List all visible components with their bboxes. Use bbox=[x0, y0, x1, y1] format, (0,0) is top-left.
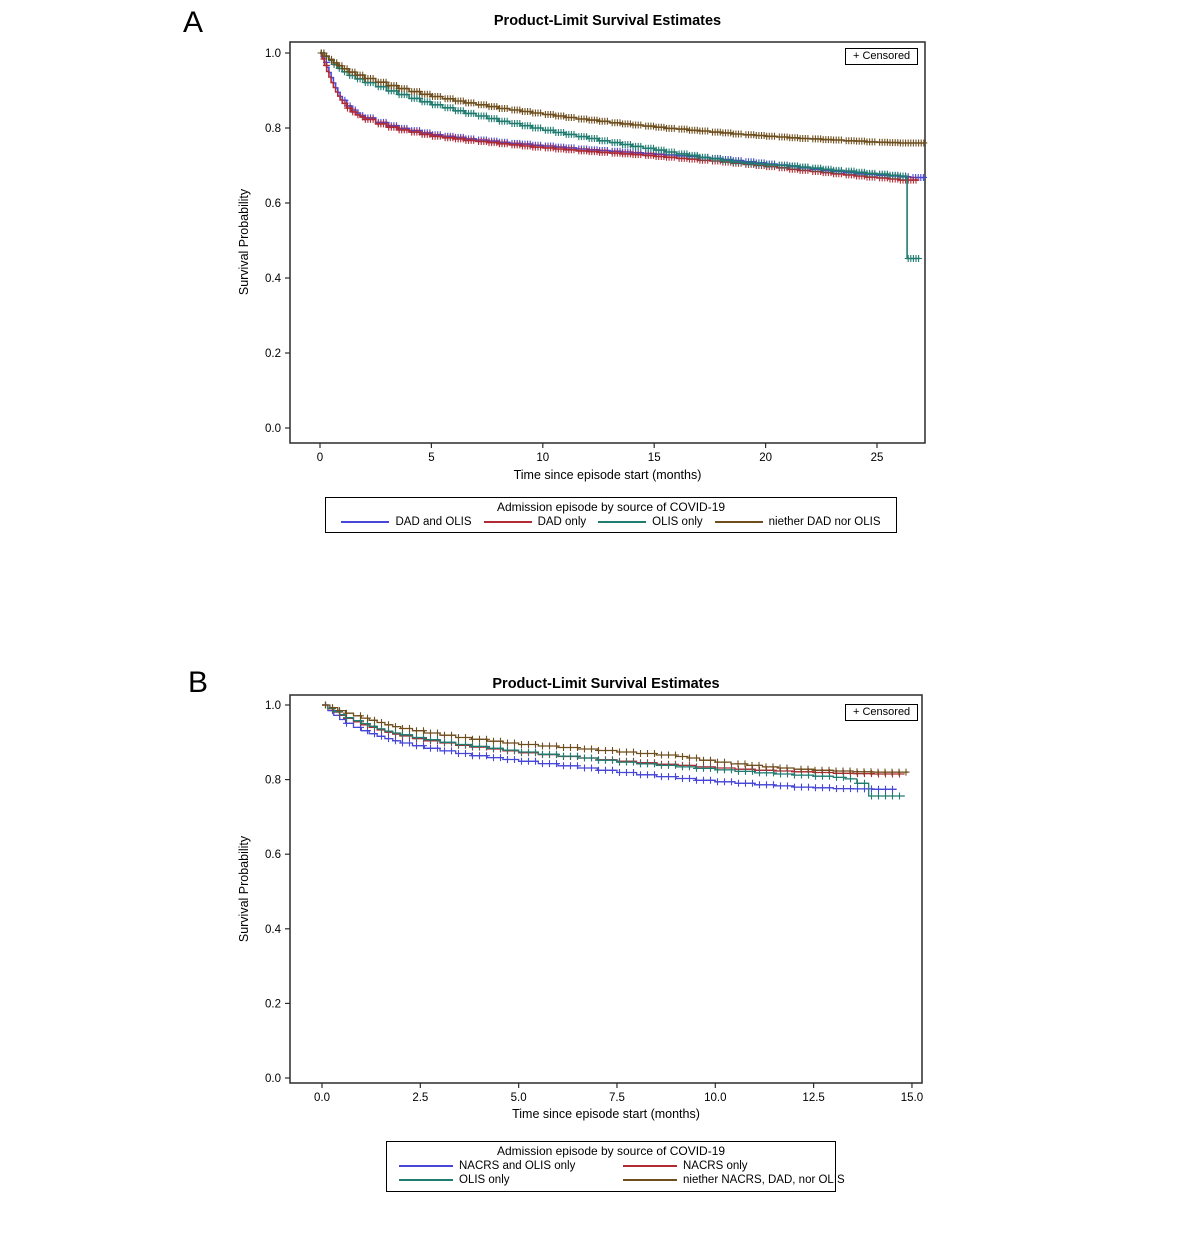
panel-b-ylabel: Survival Probability bbox=[237, 835, 251, 943]
legend-label: NACRS and OLIS only bbox=[459, 1160, 576, 1172]
legend-label: OLIS only bbox=[459, 1174, 510, 1186]
legend-entry: OLIS only bbox=[598, 516, 703, 528]
panel-b-legend-title: Admission episode by source of COVID-19 bbox=[496, 1144, 726, 1158]
panel-a-xlabel: Time since episode start (months) bbox=[513, 468, 702, 482]
legend-label: niether DAD nor OLIS bbox=[768, 516, 881, 528]
y-tick-label: 0.0 bbox=[265, 423, 281, 435]
legend-entry: niether NACRS, DAD, nor OLIS bbox=[623, 1174, 845, 1186]
x-tick-label: 5.0 bbox=[511, 1092, 527, 1104]
legend-entry: OLIS only bbox=[399, 1174, 623, 1186]
x-tick-label: 25 bbox=[871, 452, 884, 464]
censor-marks-DAD only bbox=[317, 49, 920, 184]
legend-label: DAD and OLIS bbox=[395, 516, 472, 528]
panel-a-legend-title: Admission episode by source of COVID-19 bbox=[496, 500, 726, 514]
panel-a-ylabel: Survival Probability bbox=[237, 188, 251, 296]
legend-line-nacrs-only bbox=[623, 1165, 677, 1167]
x-tick-label: 10 bbox=[536, 452, 549, 464]
legend-entry: DAD only bbox=[483, 516, 587, 528]
axis-box bbox=[289, 41, 926, 444]
x-tick-label: 15 bbox=[648, 452, 661, 464]
series-line-NACRS and OLIS only bbox=[322, 704, 897, 790]
panel-a-title: Product-Limit Survival Estimates bbox=[493, 13, 722, 29]
y-tick-label: 0.8 bbox=[265, 775, 281, 787]
legend-line-olis-only-b bbox=[399, 1179, 453, 1181]
legend-entry: NACRS and OLIS only bbox=[399, 1160, 623, 1172]
panel-a-label: A bbox=[183, 6, 204, 39]
legend-label: niether NACRS, DAD, nor OLIS bbox=[683, 1174, 845, 1186]
y-tick-label: 0.4 bbox=[265, 924, 282, 936]
censor-marks-DAD and OLIS bbox=[317, 49, 927, 181]
legend-label: DAD only bbox=[537, 516, 587, 528]
legend-line-olis-only bbox=[598, 521, 647, 523]
y-tick-label: 0.8 bbox=[265, 123, 281, 135]
censor-marks-niether NACRS, DAD, nor OLIS bbox=[322, 701, 910, 776]
panel-b-legend-entries: NACRS and OLIS only NACRS only OLIS only… bbox=[387, 1159, 845, 1191]
y-tick-label: 0.0 bbox=[265, 1073, 281, 1085]
censor-marks-NACRS only bbox=[322, 701, 903, 778]
y-tick-label: 1.0 bbox=[265, 700, 281, 712]
series-line-DAD and OLIS bbox=[320, 52, 927, 179]
y-tick-label: 0.2 bbox=[265, 998, 281, 1010]
x-tick-label: 7.5 bbox=[609, 1092, 625, 1104]
legend-label: NACRS only bbox=[683, 1160, 748, 1172]
panel-a-chart: 0 5 10 15 20 25 0.0 0.2 0.4 0.6 0.8 1.0 bbox=[265, 41, 928, 464]
panel-a-censored-note: + Censored bbox=[845, 48, 919, 65]
x-tick-label: 12.5 bbox=[802, 1092, 824, 1104]
legend-label: OLIS only bbox=[652, 516, 703, 528]
panel-b-title: Product-Limit Survival Estimates bbox=[492, 676, 720, 692]
x-tick-label: 10.0 bbox=[704, 1092, 726, 1104]
x-tick-label: 20 bbox=[759, 452, 772, 464]
legend-entry: niether DAD nor OLIS bbox=[714, 516, 881, 528]
legend-line-dad-and-olis bbox=[341, 521, 390, 523]
x-tick-label: 0 bbox=[317, 452, 323, 464]
x-tick-label: 5 bbox=[428, 452, 434, 464]
x-tick-label: 0.0 bbox=[314, 1092, 330, 1104]
panel-a-legend-entries: DAD and OLIS DAD only OLIS only niether … bbox=[326, 515, 896, 532]
series-line-DAD only bbox=[320, 52, 918, 181]
panel-b-xlabel: Time since episode start (months) bbox=[512, 1107, 700, 1121]
censor-marks-niether DAD nor OLIS bbox=[317, 49, 928, 147]
y-tick-label: 0.6 bbox=[265, 198, 281, 210]
legend-line-dad-only bbox=[483, 521, 532, 523]
panel-a-legend: Admission episode by source of COVID-19 … bbox=[325, 497, 897, 533]
axis-box bbox=[289, 694, 923, 1084]
legend-entry: DAD and OLIS bbox=[341, 516, 472, 528]
legend-line-niether-nacrs-dad-nor-olis bbox=[623, 1179, 677, 1181]
panel-b-chart: 0.0 2.5 5.0 7.5 10.0 12.5 15.0 0.0 0.2 0.4 0.6 0.8 1… bbox=[265, 694, 923, 1104]
legend-line-nacrs-and-olis-only bbox=[399, 1165, 453, 1167]
x-tick-label: 15.0 bbox=[901, 1092, 923, 1104]
y-tick-label: 0.6 bbox=[265, 849, 281, 861]
panel-b-censored-note: + Censored bbox=[845, 704, 919, 721]
x-tick-label: 2.5 bbox=[412, 1092, 428, 1104]
y-tick-label: 0.4 bbox=[265, 273, 282, 285]
y-tick-label: 0.2 bbox=[265, 348, 281, 360]
censor-marks-NACRS and OLIS only bbox=[322, 701, 896, 793]
legend-entry: NACRS only bbox=[623, 1160, 845, 1172]
y-tick-label: 1.0 bbox=[265, 48, 281, 60]
panel-b-label: B bbox=[188, 666, 209, 699]
panel-b-legend: Admission episode by source of COVID-19 … bbox=[386, 1141, 845, 1192]
legend-line-niether-dad-nor-olis bbox=[714, 521, 763, 523]
